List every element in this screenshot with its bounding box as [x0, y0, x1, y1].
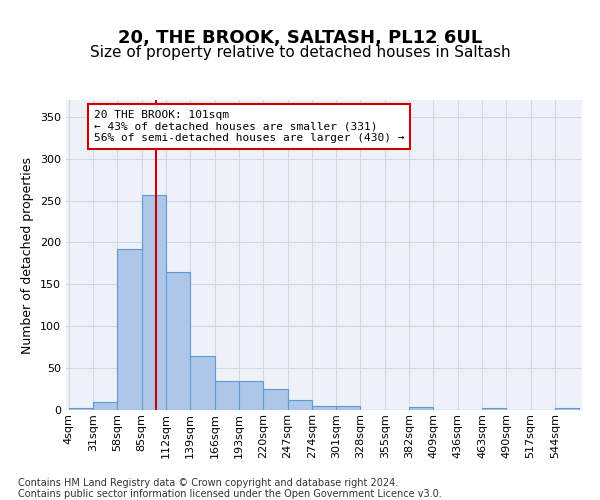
- Bar: [263, 389, 287, 410]
- Bar: [118, 249, 142, 410]
- Text: 20 THE BROOK: 101sqm
← 43% of detached houses are smaller (331)
56% of semi-deta: 20 THE BROOK: 101sqm ← 43% of detached h…: [94, 110, 404, 144]
- Bar: [190, 356, 215, 410]
- Bar: [336, 406, 361, 410]
- Bar: [93, 402, 118, 410]
- Text: Contains HM Land Registry data © Crown copyright and database right 2024.
Contai: Contains HM Land Registry data © Crown c…: [18, 478, 442, 499]
- Bar: [69, 408, 93, 410]
- Bar: [482, 408, 506, 410]
- Bar: [287, 400, 312, 410]
- Y-axis label: Number of detached properties: Number of detached properties: [22, 156, 34, 354]
- Bar: [239, 380, 263, 410]
- Bar: [166, 272, 190, 410]
- Bar: [142, 194, 166, 410]
- Bar: [215, 380, 239, 410]
- Bar: [409, 408, 433, 410]
- Text: 20, THE BROOK, SALTASH, PL12 6UL: 20, THE BROOK, SALTASH, PL12 6UL: [118, 29, 482, 47]
- Text: Size of property relative to detached houses in Saltash: Size of property relative to detached ho…: [89, 45, 511, 60]
- Bar: [555, 408, 579, 410]
- Bar: [312, 406, 336, 410]
